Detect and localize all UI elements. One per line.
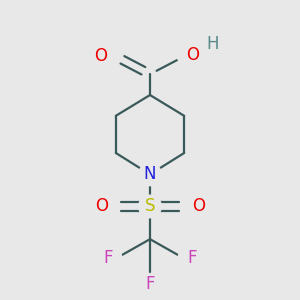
Text: F: F	[145, 275, 155, 293]
Circle shape	[104, 249, 122, 267]
Text: O: O	[186, 46, 199, 64]
Text: O: O	[192, 197, 205, 215]
Circle shape	[183, 198, 201, 215]
Text: O: O	[94, 47, 107, 65]
Text: F: F	[187, 249, 197, 267]
Text: F: F	[103, 249, 113, 267]
Circle shape	[178, 249, 196, 267]
Circle shape	[139, 163, 161, 186]
Circle shape	[99, 198, 117, 215]
Text: H: H	[206, 35, 218, 53]
Circle shape	[141, 275, 159, 293]
Circle shape	[197, 36, 215, 53]
Text: N: N	[144, 165, 156, 183]
Circle shape	[98, 47, 116, 65]
Text: O: O	[95, 197, 108, 215]
Circle shape	[139, 195, 161, 218]
Circle shape	[177, 46, 195, 64]
Text: S: S	[145, 197, 155, 215]
